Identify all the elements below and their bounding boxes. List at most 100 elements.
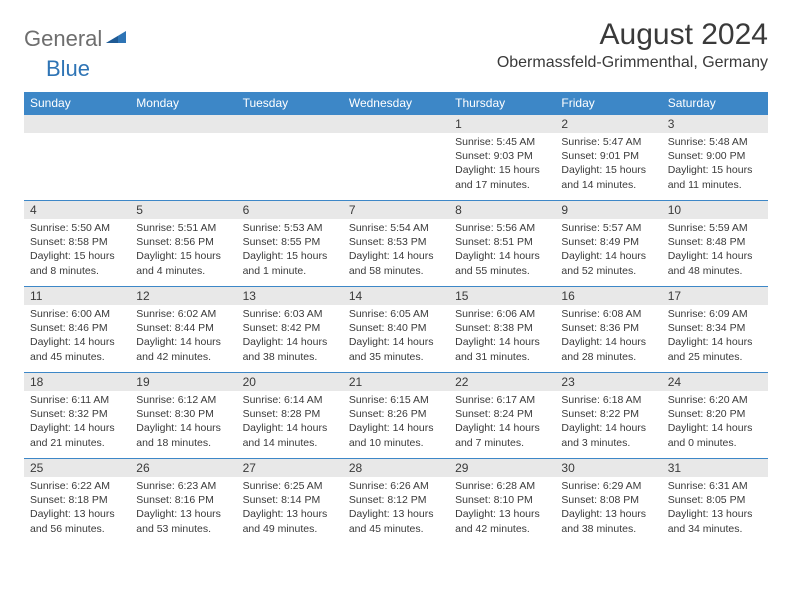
calendar-week-row: 25Sunrise: 6:22 AMSunset: 8:18 PMDayligh… bbox=[24, 459, 768, 545]
calendar-cell: 1Sunrise: 5:45 AMSunset: 9:03 PMDaylight… bbox=[449, 115, 555, 201]
empty-day bbox=[343, 115, 449, 133]
calendar-cell: 3Sunrise: 5:48 AMSunset: 9:00 PMDaylight… bbox=[662, 115, 768, 201]
day-number: 26 bbox=[130, 459, 236, 477]
day-details: Sunrise: 6:22 AMSunset: 8:18 PMDaylight:… bbox=[24, 477, 130, 542]
day-number: 5 bbox=[130, 201, 236, 219]
day-number: 22 bbox=[449, 373, 555, 391]
day-details: Sunrise: 5:57 AMSunset: 8:49 PMDaylight:… bbox=[555, 219, 661, 284]
calendar-cell: 26Sunrise: 6:23 AMSunset: 8:16 PMDayligh… bbox=[130, 459, 236, 545]
calendar-week-row: 18Sunrise: 6:11 AMSunset: 8:32 PMDayligh… bbox=[24, 373, 768, 459]
logo-text-gray: General bbox=[24, 26, 102, 52]
calendar-cell: 30Sunrise: 6:29 AMSunset: 8:08 PMDayligh… bbox=[555, 459, 661, 545]
calendar-header-row: SundayMondayTuesdayWednesdayThursdayFrid… bbox=[24, 92, 768, 115]
empty-day bbox=[130, 115, 236, 133]
day-details: Sunrise: 6:06 AMSunset: 8:38 PMDaylight:… bbox=[449, 305, 555, 370]
day-header: Sunday bbox=[24, 92, 130, 115]
day-number: 14 bbox=[343, 287, 449, 305]
calendar-page: General August 2024 Obermassfeld-Grimmen… bbox=[0, 0, 792, 563]
day-details: Sunrise: 6:17 AMSunset: 8:24 PMDaylight:… bbox=[449, 391, 555, 456]
day-details: Sunrise: 5:53 AMSunset: 8:55 PMDaylight:… bbox=[237, 219, 343, 284]
day-number: 10 bbox=[662, 201, 768, 219]
title-block: August 2024 Obermassfeld-Grimmenthal, Ge… bbox=[497, 18, 768, 72]
day-header: Wednesday bbox=[343, 92, 449, 115]
day-number: 21 bbox=[343, 373, 449, 391]
day-number: 9 bbox=[555, 201, 661, 219]
day-number: 17 bbox=[662, 287, 768, 305]
calendar-table: SundayMondayTuesdayWednesdayThursdayFrid… bbox=[24, 92, 768, 545]
day-number: 31 bbox=[662, 459, 768, 477]
day-number: 29 bbox=[449, 459, 555, 477]
calendar-cell: 29Sunrise: 6:28 AMSunset: 8:10 PMDayligh… bbox=[449, 459, 555, 545]
logo-mark-icon bbox=[106, 27, 126, 52]
calendar-cell: 14Sunrise: 6:05 AMSunset: 8:40 PMDayligh… bbox=[343, 287, 449, 373]
day-number: 27 bbox=[237, 459, 343, 477]
day-number: 24 bbox=[662, 373, 768, 391]
calendar-week-row: 11Sunrise: 6:00 AMSunset: 8:46 PMDayligh… bbox=[24, 287, 768, 373]
calendar-cell: 16Sunrise: 6:08 AMSunset: 8:36 PMDayligh… bbox=[555, 287, 661, 373]
calendar-cell: 20Sunrise: 6:14 AMSunset: 8:28 PMDayligh… bbox=[237, 373, 343, 459]
day-number: 19 bbox=[130, 373, 236, 391]
day-number: 4 bbox=[24, 201, 130, 219]
day-details: Sunrise: 6:26 AMSunset: 8:12 PMDaylight:… bbox=[343, 477, 449, 542]
day-number: 23 bbox=[555, 373, 661, 391]
day-details: Sunrise: 6:20 AMSunset: 8:20 PMDaylight:… bbox=[662, 391, 768, 456]
day-details: Sunrise: 6:11 AMSunset: 8:32 PMDaylight:… bbox=[24, 391, 130, 456]
day-details: Sunrise: 6:18 AMSunset: 8:22 PMDaylight:… bbox=[555, 391, 661, 456]
day-number: 12 bbox=[130, 287, 236, 305]
calendar-cell: 15Sunrise: 6:06 AMSunset: 8:38 PMDayligh… bbox=[449, 287, 555, 373]
calendar-cell: 28Sunrise: 6:26 AMSunset: 8:12 PMDayligh… bbox=[343, 459, 449, 545]
day-details: Sunrise: 6:08 AMSunset: 8:36 PMDaylight:… bbox=[555, 305, 661, 370]
calendar-cell: 27Sunrise: 6:25 AMSunset: 8:14 PMDayligh… bbox=[237, 459, 343, 545]
calendar-cell: 21Sunrise: 6:15 AMSunset: 8:26 PMDayligh… bbox=[343, 373, 449, 459]
calendar-cell: 18Sunrise: 6:11 AMSunset: 8:32 PMDayligh… bbox=[24, 373, 130, 459]
calendar-week-row: 1Sunrise: 5:45 AMSunset: 9:03 PMDaylight… bbox=[24, 115, 768, 201]
calendar-cell: 25Sunrise: 6:22 AMSunset: 8:18 PMDayligh… bbox=[24, 459, 130, 545]
day-number: 28 bbox=[343, 459, 449, 477]
empty-day bbox=[24, 115, 130, 133]
day-details: Sunrise: 6:28 AMSunset: 8:10 PMDaylight:… bbox=[449, 477, 555, 542]
day-number: 25 bbox=[24, 459, 130, 477]
calendar-cell: 7Sunrise: 5:54 AMSunset: 8:53 PMDaylight… bbox=[343, 201, 449, 287]
day-header: Tuesday bbox=[237, 92, 343, 115]
calendar-cell: 31Sunrise: 6:31 AMSunset: 8:05 PMDayligh… bbox=[662, 459, 768, 545]
day-number: 6 bbox=[237, 201, 343, 219]
day-details: Sunrise: 6:25 AMSunset: 8:14 PMDaylight:… bbox=[237, 477, 343, 542]
day-number: 15 bbox=[449, 287, 555, 305]
calendar-cell: 5Sunrise: 5:51 AMSunset: 8:56 PMDaylight… bbox=[130, 201, 236, 287]
day-number: 2 bbox=[555, 115, 661, 133]
day-details: Sunrise: 5:48 AMSunset: 9:00 PMDaylight:… bbox=[662, 133, 768, 198]
calendar-cell: 4Sunrise: 5:50 AMSunset: 8:58 PMDaylight… bbox=[24, 201, 130, 287]
logo-text-blue: Blue bbox=[46, 56, 90, 82]
day-number: 3 bbox=[662, 115, 768, 133]
day-number: 8 bbox=[449, 201, 555, 219]
page-title: August 2024 bbox=[497, 18, 768, 52]
day-header: Friday bbox=[555, 92, 661, 115]
calendar-week-row: 4Sunrise: 5:50 AMSunset: 8:58 PMDaylight… bbox=[24, 201, 768, 287]
calendar-cell: 22Sunrise: 6:17 AMSunset: 8:24 PMDayligh… bbox=[449, 373, 555, 459]
day-details: Sunrise: 6:00 AMSunset: 8:46 PMDaylight:… bbox=[24, 305, 130, 370]
day-details: Sunrise: 6:09 AMSunset: 8:34 PMDaylight:… bbox=[662, 305, 768, 370]
calendar-cell: 2Sunrise: 5:47 AMSunset: 9:01 PMDaylight… bbox=[555, 115, 661, 201]
calendar-cell bbox=[343, 115, 449, 201]
day-header: Thursday bbox=[449, 92, 555, 115]
calendar-cell: 19Sunrise: 6:12 AMSunset: 8:30 PMDayligh… bbox=[130, 373, 236, 459]
day-details: Sunrise: 6:23 AMSunset: 8:16 PMDaylight:… bbox=[130, 477, 236, 542]
day-number: 20 bbox=[237, 373, 343, 391]
day-number: 11 bbox=[24, 287, 130, 305]
day-details: Sunrise: 5:56 AMSunset: 8:51 PMDaylight:… bbox=[449, 219, 555, 284]
day-number: 16 bbox=[555, 287, 661, 305]
day-details: Sunrise: 5:54 AMSunset: 8:53 PMDaylight:… bbox=[343, 219, 449, 284]
day-number: 7 bbox=[343, 201, 449, 219]
page-subtitle: Obermassfeld-Grimmenthal, Germany bbox=[497, 54, 768, 72]
day-details: Sunrise: 6:15 AMSunset: 8:26 PMDaylight:… bbox=[343, 391, 449, 456]
day-header: Monday bbox=[130, 92, 236, 115]
calendar-cell: 23Sunrise: 6:18 AMSunset: 8:22 PMDayligh… bbox=[555, 373, 661, 459]
calendar-cell: 17Sunrise: 6:09 AMSunset: 8:34 PMDayligh… bbox=[662, 287, 768, 373]
day-details: Sunrise: 6:31 AMSunset: 8:05 PMDaylight:… bbox=[662, 477, 768, 542]
day-details: Sunrise: 5:51 AMSunset: 8:56 PMDaylight:… bbox=[130, 219, 236, 284]
day-details: Sunrise: 5:59 AMSunset: 8:48 PMDaylight:… bbox=[662, 219, 768, 284]
calendar-cell: 10Sunrise: 5:59 AMSunset: 8:48 PMDayligh… bbox=[662, 201, 768, 287]
calendar-cell bbox=[237, 115, 343, 201]
logo: General bbox=[24, 26, 128, 52]
day-details: Sunrise: 5:47 AMSunset: 9:01 PMDaylight:… bbox=[555, 133, 661, 198]
